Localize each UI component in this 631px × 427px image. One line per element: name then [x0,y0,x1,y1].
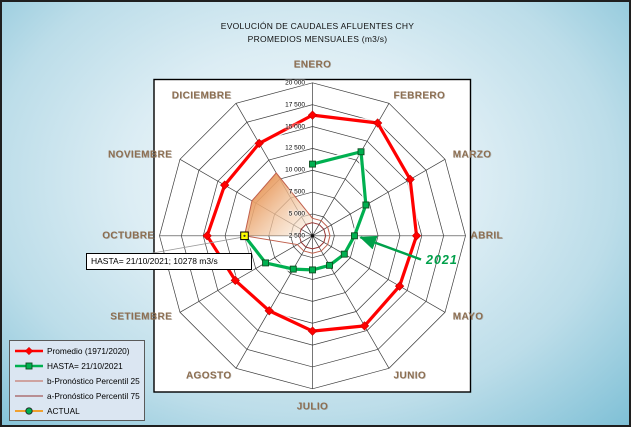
annotation-arrow [359,235,422,261]
legend-label-2: b-Pronóstico Percentil 25 [47,375,140,386]
marker-promedio-diamond[interactable] [394,281,405,291]
month-label-diciembre: DICIEMBRE [171,90,232,101]
annotation-2021: 2021 [426,253,458,267]
legend-marker-0 [15,346,43,355]
legend-item-4[interactable]: ACTUAL [14,404,140,418]
legend-label-4: ACTUAL [47,405,80,416]
axis-tick-2500: 2 500 [288,232,305,240]
month-label-setiembre: SETIEMBRE [110,311,173,323]
legend-label-1: HASTA= 21/10/2021 [47,360,123,371]
marker-promedio-diamond[interactable] [202,231,212,241]
marker-promedio-diamond[interactable] [230,275,240,286]
callout-leader-line [149,236,245,254]
legend-marker-4 [15,406,43,415]
chart-title-line1: EVOLUCIÓN DE CAUDALES AFLUENTES CHY [220,21,415,31]
forecast-band [244,172,313,236]
axis-tick-5000: 5 000 [288,210,305,218]
legend-item-1[interactable]: HASTA= 21/10/2021 [14,359,140,373]
series-line-p25[interactable] [243,172,331,254]
marker-hasta-square[interactable] [309,160,316,168]
marker-hasta-square[interactable] [289,265,297,273]
grid-spoke [312,158,446,237]
marker-hasta-square[interactable] [309,266,316,274]
legend-item-2[interactable]: b-Pronóstico Percentil 25 [14,374,140,388]
series-line-hasta[interactable] [243,150,368,272]
grid-spoke [179,235,313,313]
month-label-mayo: MAYO [452,311,484,323]
legend-marker-1 [15,362,43,369]
highlight-point-dot [243,234,246,237]
marker-hasta-square[interactable] [326,261,333,269]
grid-spoke [312,235,390,369]
month-label-julio: JULIO [296,401,329,413]
axis-tick-15000: 15 000 [285,123,305,130]
chart-title-line2: PROMEDIOS MENSUALES (m3/s) [247,34,388,44]
grid-spoke [235,235,313,369]
legend-item-0[interactable]: Promedio (1971/2020) [14,344,140,358]
marker-promedio-diamond[interactable] [373,118,383,128]
marker-hasta-square[interactable] [362,201,370,209]
axis-tick-20000: 20 000 [285,79,305,87]
month-label-marzo: MARZO [452,149,492,161]
marker-promedio-diamond[interactable] [405,174,415,185]
marker-promedio-diamond[interactable] [254,138,264,149]
marker-hasta-square[interactable] [357,148,365,156]
marker-hasta-square[interactable] [340,250,348,258]
axis-tick-10000: 10 000 [285,166,305,174]
month-label-junio: JUNIO [393,370,427,382]
legend[interactable]: Promedio (1971/2020) HASTA= 21/10/2021 b-P… [9,340,145,421]
axis-tick-12500: 12 500 [285,144,305,152]
marker-hasta-square[interactable] [262,259,270,267]
marker-promedio-diamond[interactable] [307,326,318,336]
legend-marker-3 [15,395,43,396]
month-label-enero: ENERO [293,59,332,71]
legend-label-0: Promedio (1971/2020) [47,345,130,356]
marker-promedio-diamond[interactable] [359,321,370,331]
marker-promedio-diamond[interactable] [307,110,318,120]
center-dot [310,234,315,238]
axis-tick-7500: 7 500 [288,188,305,196]
legend-marker-2 [15,380,43,381]
legend-item-3[interactable]: a-Pronóstico Percentil 75 [14,389,140,403]
axis-tick-17500: 17 500 [285,101,305,109]
marker-promedio-diamond[interactable] [220,180,230,190]
marker-promedio-diamond[interactable] [264,306,274,316]
month-label-agosto: AGOSTO [185,370,232,382]
month-label-noviembre: NOVIEMBRE [108,149,173,161]
marker-promedio-diamond[interactable] [411,231,422,241]
data-callout[interactable]: HASTA= 21/10/2021; 10278 m3/s [86,253,252,270]
marker-hasta-square[interactable] [351,232,358,240]
series-line-p75[interactable] [298,222,327,250]
grid-spoke [312,235,446,313]
legend-label-3: a-Pronóstico Percentil 75 [47,390,140,401]
month-label-febrero: FEBRERO [393,90,446,101]
month-label-octubre: OCTUBRE [102,230,155,242]
month-label-abril: ABRIL [470,230,504,242]
